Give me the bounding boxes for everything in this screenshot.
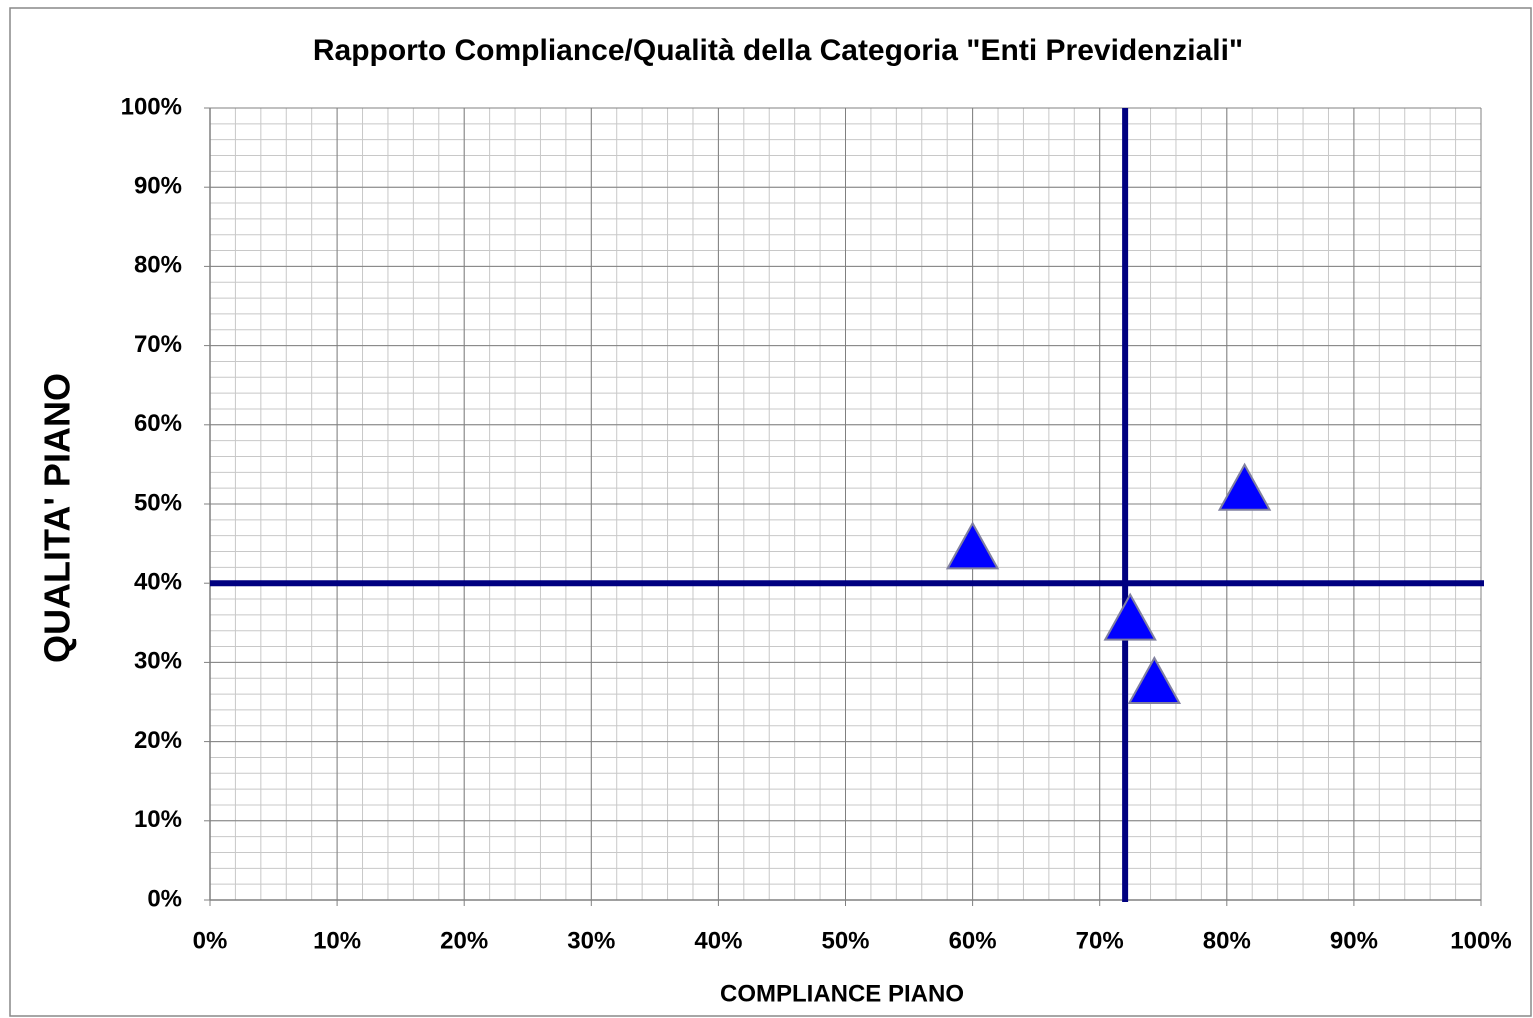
- x-tick-label: 20%: [440, 927, 488, 954]
- y-tick-label: 10%: [134, 806, 182, 833]
- y-axis-label: QUALITA' PIANO: [37, 373, 78, 663]
- y-tick-label: 60%: [134, 410, 182, 437]
- y-tick-label: 40%: [134, 569, 182, 596]
- x-tick-label: 100%: [1450, 927, 1511, 954]
- x-tick-label: 50%: [821, 927, 869, 954]
- x-tick-label: 60%: [949, 927, 997, 954]
- data-point: [1217, 462, 1272, 511]
- chart-title: Rapporto Compliance/Qualità della Catego…: [313, 34, 1243, 67]
- y-tick-label: 70%: [134, 331, 182, 358]
- x-tick-label: 10%: [313, 927, 361, 954]
- y-tick-label: 20%: [134, 727, 182, 754]
- x-tick-label: 30%: [567, 927, 615, 954]
- x-tick-label: 40%: [694, 927, 742, 954]
- y-tick-label: 50%: [134, 489, 182, 516]
- data-point: [1127, 655, 1182, 704]
- data-point: [1103, 592, 1157, 641]
- y-tick-label: 90%: [134, 173, 182, 200]
- y-tick-label: 30%: [134, 648, 182, 675]
- y-tick-label: 100%: [121, 93, 182, 120]
- x-tick-label: 0%: [193, 927, 228, 954]
- y-tick-label: 80%: [134, 252, 182, 279]
- y-tick-label: 0%: [147, 885, 182, 912]
- x-tick-label: 90%: [1330, 927, 1378, 954]
- x-tick-label: 70%: [1076, 927, 1124, 954]
- x-axis-label: COMPLIANCE PIANO: [720, 980, 964, 1007]
- data-point: [945, 521, 1000, 570]
- x-tick-label: 80%: [1203, 927, 1251, 954]
